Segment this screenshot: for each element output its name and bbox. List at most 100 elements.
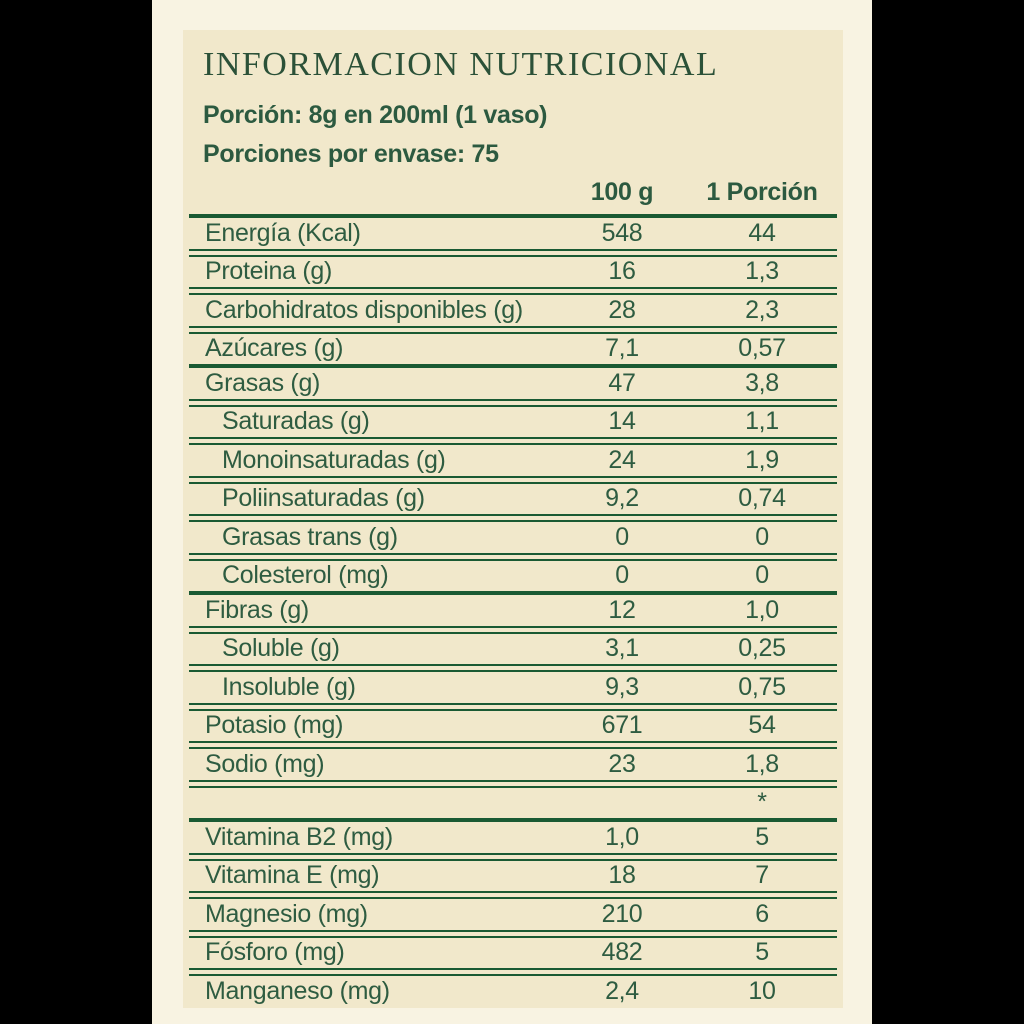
row-separator-double: [189, 741, 837, 749]
value-per-porcion: 1,0: [745, 595, 779, 624]
row-separator-thick: [189, 214, 837, 218]
nutrient-name: Magnesio (mg): [205, 899, 368, 928]
value-per-100g: 210: [601, 899, 643, 928]
nutrient-name: Energía (Kcal): [205, 218, 361, 247]
value-per-porcion: 2,3: [745, 295, 779, 324]
value-per-porcion: 6: [755, 899, 769, 928]
nutrient-name: Grasas trans (g): [222, 522, 398, 551]
table-row: Colesterol (mg) 0 0: [189, 561, 837, 592]
nutrient-name: Potasio (mg): [205, 711, 344, 740]
row-separator-double: [189, 398, 837, 407]
column-header-100g: 100 g: [590, 178, 654, 206]
value-per-100g: 24: [608, 445, 636, 474]
value-per-porcion: 1,9: [745, 445, 779, 474]
value-per-porcion: 0: [755, 522, 769, 551]
column-header-row: 100 g 1 Porción: [183, 178, 843, 207]
value-per-porcion: 1,1: [745, 407, 779, 436]
value-per-porcion: 44: [748, 218, 776, 247]
nutrient-name: Monoinsaturadas (g): [222, 445, 446, 474]
value-per-porcion: 10: [748, 976, 776, 1005]
nutrient-name: Azúcares (g): [205, 334, 344, 363]
value-per-100g: 47: [608, 368, 636, 397]
table-row: Magnesio (mg) 210 6: [189, 899, 837, 930]
nutrient-name: Fibras (g): [205, 595, 309, 624]
value-per-100g: 9,2: [605, 484, 639, 513]
table-row: Grasas trans (g) 0 0: [189, 522, 837, 553]
row-separator-thick: [189, 818, 837, 822]
table-row: Soluble (g) 3,1 0,25: [189, 634, 837, 665]
value-per-100g: 18: [608, 861, 636, 890]
row-separator-thick: [189, 364, 837, 368]
row-separator-double: [189, 552, 837, 561]
table-row: Fósforo (mg) 482 5: [189, 938, 837, 969]
row-separator-thick: [189, 591, 837, 595]
table-row: Grasas (g) 47 3,8: [189, 368, 837, 399]
value-per-100g: 0: [615, 561, 629, 590]
row-separator-double: [189, 664, 837, 672]
column-header-porcion: 1 Porción: [706, 178, 818, 206]
row-separator-double: [189, 475, 837, 484]
row-separator-double: [189, 248, 837, 257]
nutrient-name: Sodio (mg): [205, 749, 325, 778]
table-row: Saturadas (g) 14 1,1: [189, 407, 837, 438]
nutrient-name: Poliinsaturadas (g): [222, 484, 425, 513]
value-per-100g: 9,3: [605, 672, 639, 701]
value-per-porcion: 1,3: [745, 257, 779, 286]
servings-per-container-line: Porciones por envase: 75: [203, 140, 499, 168]
row-separator-double: [189, 287, 837, 295]
table-row: Insoluble (g) 9,3 0,75: [189, 672, 837, 703]
table-row: Sodio (mg) 23 1,8: [189, 749, 837, 780]
nutrient-name: Insoluble (g): [222, 672, 356, 701]
value-per-100g: 0: [615, 522, 629, 551]
value-per-100g: 28: [608, 295, 636, 324]
value-per-100g: 7,1: [605, 334, 639, 363]
table-row: Vitamina B2 (mg) 1,0 5: [189, 822, 837, 853]
table-row: Azúcares (g) 7,1 0,57: [189, 334, 837, 365]
nutrient-name: Colesterol (mg): [222, 561, 389, 590]
value-per-porcion: 1,8: [745, 749, 779, 778]
nutrient-name: Manganeso (mg): [205, 976, 390, 1005]
value-per-100g: 2,4: [605, 976, 639, 1005]
value-per-porcion: 0,25: [738, 634, 786, 663]
table-row: Energía (Kcal) 548 44: [189, 218, 837, 249]
row-separator-double: [189, 968, 837, 976]
table-row: Poliinsaturadas (g) 9,2 0,74: [189, 484, 837, 515]
row-separator-double: [189, 514, 837, 522]
value-per-porcion: 0: [755, 561, 769, 590]
nutrition-table: Energía (Kcal) 548 44 Proteina (g) 16 1,…: [183, 214, 843, 1007]
nutrient-name: Proteina (g): [205, 257, 333, 286]
value-per-porcion: 3,8: [745, 368, 779, 397]
value-per-porcion: 54: [748, 711, 776, 740]
nutrient-name: Carbohidratos disponibles (g): [205, 295, 523, 324]
value-per-porcion: 5: [755, 938, 769, 967]
nutrient-name: Vitamina B2 (mg): [205, 822, 393, 851]
value-per-100g: 482: [601, 938, 643, 967]
row-separator-double: [189, 852, 837, 861]
nutrient-name: Fósforo (mg): [205, 938, 345, 967]
row-separator-double: [189, 437, 837, 445]
row-separator-double: [189, 929, 837, 938]
value-per-100g: 14: [608, 407, 636, 436]
table-row: Potasio (mg) 671 54: [189, 711, 837, 742]
nutrient-name: Soluble (g): [222, 634, 340, 663]
label-backdrop: INFORMACION NUTRICIONAL Porción: 8g en 2…: [152, 0, 872, 1024]
row-separator-double: [189, 625, 837, 634]
table-row: Proteina (g) 16 1,3: [189, 257, 837, 288]
value-per-100g: 671: [601, 711, 643, 740]
value-per-100g: 12: [608, 595, 636, 624]
value-per-porcion: 0,57: [738, 334, 786, 363]
serving-size-line: Porción: 8g en 200ml (1 vaso): [203, 101, 548, 129]
table-row: Carbohidratos disponibles (g) 28 2,3: [189, 295, 837, 326]
serving-info: Porción: 8g en 200ml (1 vaso) Porciones …: [183, 96, 843, 174]
row-separator-double: [189, 779, 837, 788]
table-row: Monoinsaturadas (g) 24 1,9: [189, 445, 837, 476]
value-per-porcion: 0,75: [738, 672, 786, 701]
value-per-porcion: 5: [755, 822, 769, 851]
table-row: Vitamina E (mg) 18 7: [189, 861, 837, 892]
table-row: Fibras (g) 12 1,0: [189, 595, 837, 626]
nutrition-label-card: INFORMACION NUTRICIONAL Porción: 8g en 2…: [183, 30, 843, 1008]
nutrient-name: Vitamina E (mg): [205, 861, 380, 890]
value-per-porcion: 0,74: [738, 484, 786, 513]
value-per-100g: 3,1: [605, 634, 639, 663]
value-per-porcion: *: [757, 788, 767, 817]
